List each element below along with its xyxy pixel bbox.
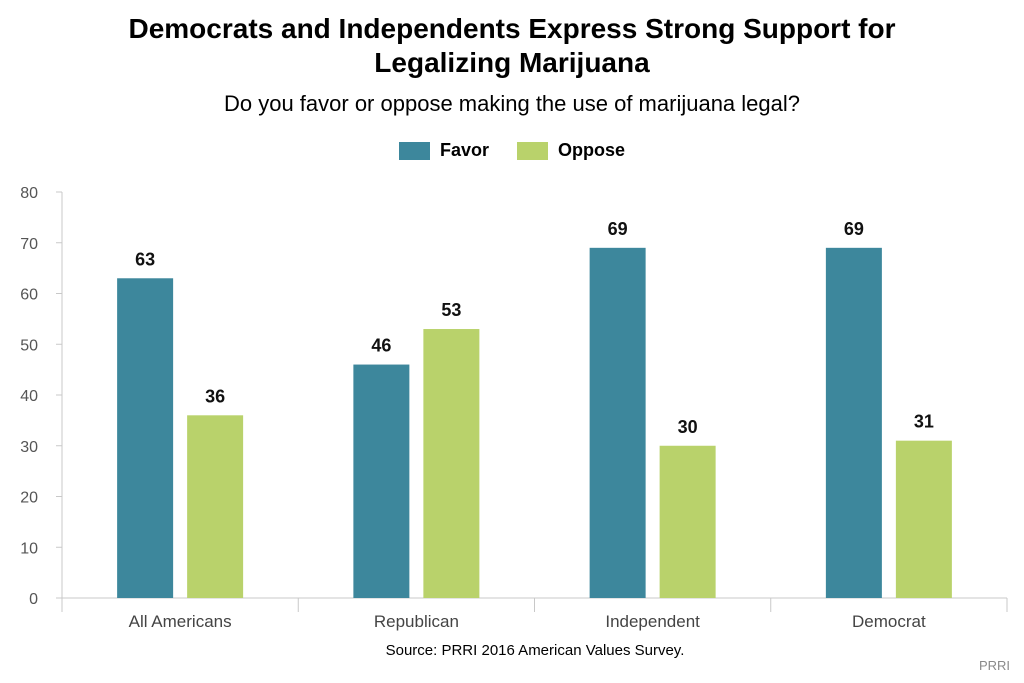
bar-oppose xyxy=(187,415,244,598)
x-tick-label: Republican xyxy=(374,612,459,631)
bar-favor xyxy=(825,247,882,598)
data-label: 69 xyxy=(608,219,628,239)
x-tick-label: Democrat xyxy=(852,612,926,631)
x-tick-label: All Americans xyxy=(129,612,232,631)
legend-swatch-favor xyxy=(398,141,430,160)
x-tick-label: Independent xyxy=(605,612,700,631)
y-tick-label: 20 xyxy=(20,490,38,507)
legend-item-favor: Favor xyxy=(398,140,489,161)
y-tick-label: 80 xyxy=(20,185,38,202)
y-tick-label: 30 xyxy=(20,439,38,456)
legend-label-oppose: Oppose xyxy=(558,140,626,160)
chart-title: Democrats and Independents Express Stron… xyxy=(128,13,896,78)
bar-oppose xyxy=(659,445,716,598)
data-label: 53 xyxy=(441,300,461,320)
bar-favor xyxy=(589,247,646,598)
y-tick-label: 50 xyxy=(20,337,38,354)
data-label: 36 xyxy=(205,386,225,406)
data-label: 63 xyxy=(135,249,155,269)
bar-favor xyxy=(117,278,174,598)
chart-subtitle: Do you favor or oppose making the use of… xyxy=(223,91,800,116)
legend-swatch-oppose xyxy=(517,141,548,160)
y-tick-label: 40 xyxy=(20,388,38,405)
bar-favor xyxy=(353,364,410,598)
y-tick-label: 60 xyxy=(20,287,38,304)
brand-mark: PRRI xyxy=(978,658,1010,673)
legend-label-favor: Favor xyxy=(439,140,489,160)
bar-oppose xyxy=(423,329,480,598)
legend: Favor Oppose xyxy=(0,140,1024,161)
y-tick-label: 70 xyxy=(20,236,38,253)
data-label: 69 xyxy=(844,219,864,239)
data-label: 31 xyxy=(914,412,934,432)
data-label: 30 xyxy=(678,417,698,437)
bar-oppose xyxy=(895,440,952,598)
source-note: Source: PRRI 2016 American Values Survey… xyxy=(385,642,685,659)
y-tick-label: 0 xyxy=(29,591,38,608)
legend-item-oppose: Oppose xyxy=(517,140,625,161)
y-tick-label: 10 xyxy=(20,540,38,557)
data-label: 46 xyxy=(371,336,391,356)
